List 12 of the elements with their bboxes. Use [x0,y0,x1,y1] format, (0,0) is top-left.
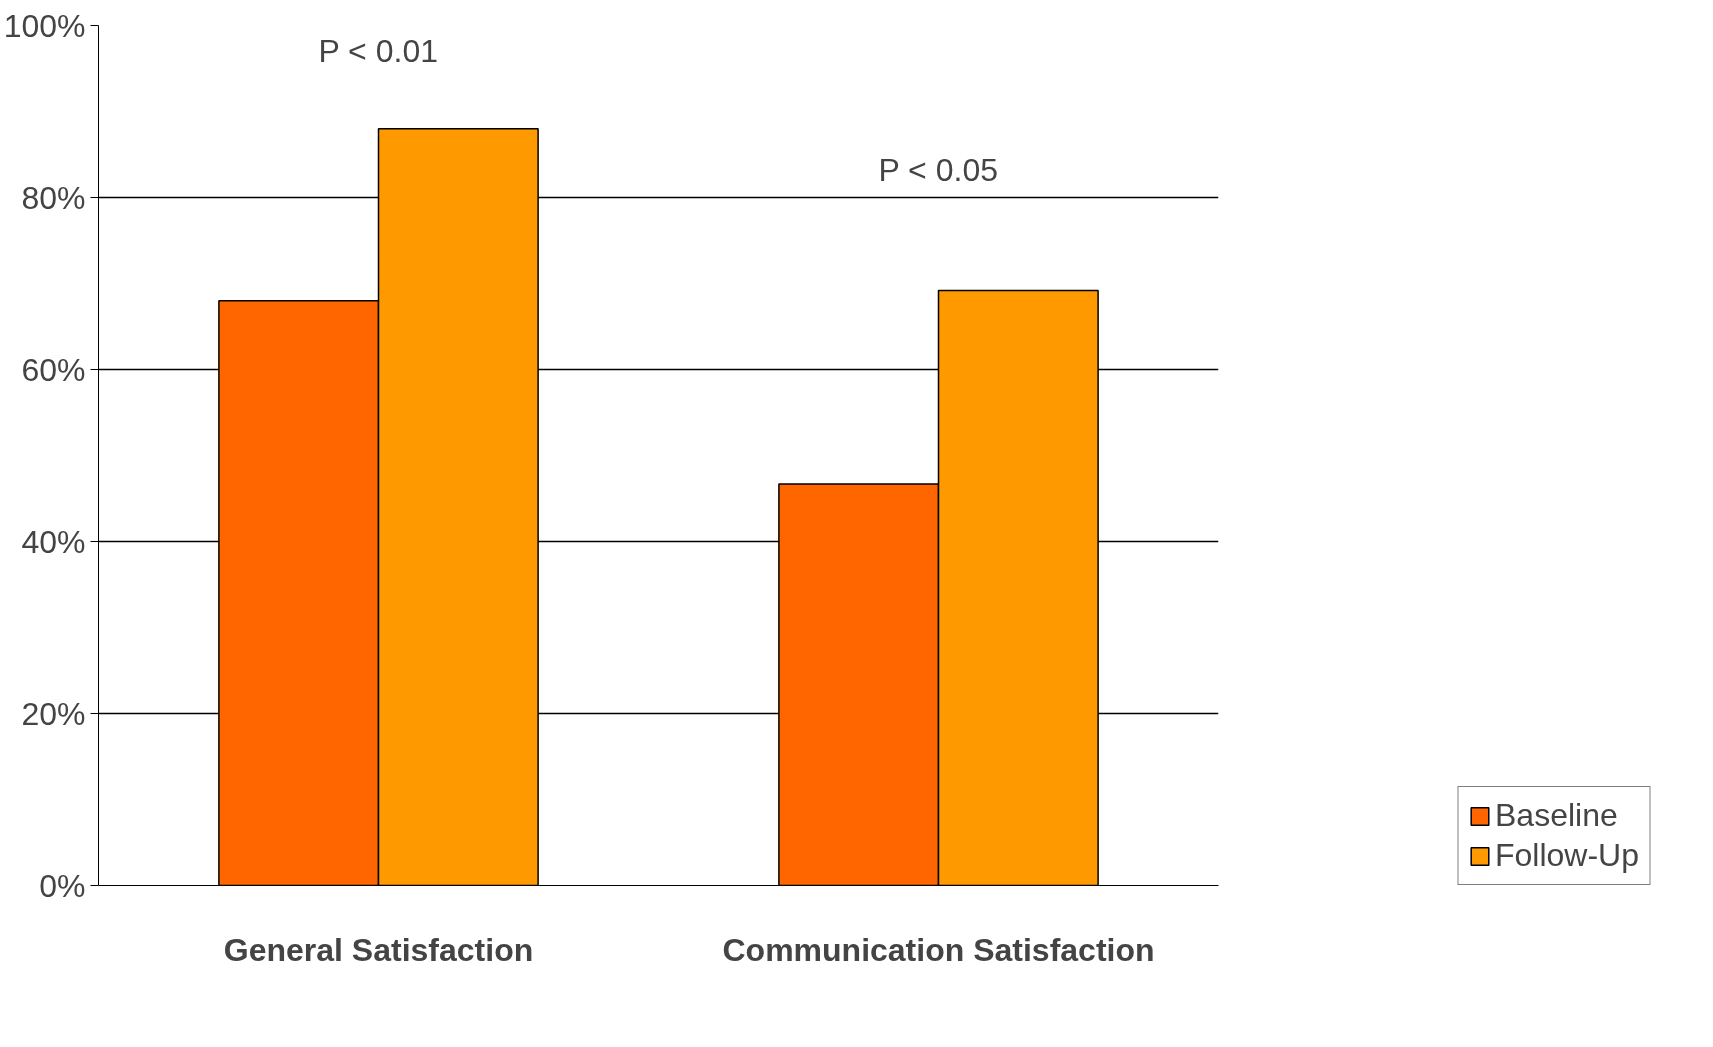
x-tick-label: Communication Satisfaction [722,931,1155,968]
y-tick-label: 40% [21,523,86,560]
y-tick-label: 20% [21,695,86,732]
y-tick-label: 100% [3,7,86,44]
annotation: P < 0.05 [878,151,998,188]
x-tick-label: General Satisfaction [223,931,534,968]
annotation: P < 0.01 [318,33,438,70]
y-tick-label: 80% [21,179,86,216]
y-tick-label: 60% [21,351,86,388]
y-tick-label: 0% [39,867,86,904]
legend-label: Baseline [1494,797,1618,834]
legend-label: Follow-Up [1494,837,1640,874]
